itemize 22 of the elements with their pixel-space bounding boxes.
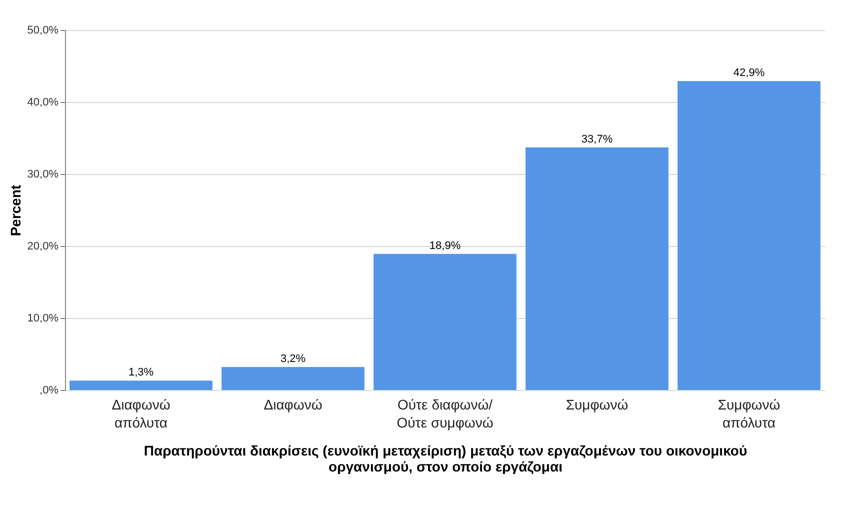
data-label: 42,9% — [733, 67, 765, 80]
x-tick-label: Συμφωνώ απόλυτα — [718, 396, 780, 430]
y-axis-title: Percent — [7, 184, 24, 236]
data-label: 33,7% — [581, 133, 613, 146]
y-tick-label: 30,0% — [27, 168, 59, 180]
bar — [374, 254, 516, 390]
y-tick-label: 10,0% — [27, 312, 59, 324]
bar — [526, 147, 668, 390]
x-tick-label: Διαφωνώ απόλυτα — [112, 396, 170, 430]
bar — [678, 81, 820, 390]
y-tick-label: 20,0% — [27, 240, 59, 252]
data-label: 3,2% — [280, 352, 306, 365]
y-tick-label: 50,0% — [27, 24, 59, 36]
data-label: 1,3% — [128, 366, 154, 379]
bar — [222, 366, 364, 390]
y-tick-label: 40,0% — [27, 96, 59, 108]
x-tick-label: Ούτε διαφωνώ/ Ούτε συμφωνώ — [396, 396, 494, 430]
x-tick-label: Συμφωνώ — [566, 396, 628, 412]
y-tick-label: ,0% — [40, 384, 59, 396]
bar — [70, 380, 212, 390]
data-label: 18,9% — [429, 240, 461, 252]
x-tick-label: Διαφωνώ — [264, 396, 322, 412]
